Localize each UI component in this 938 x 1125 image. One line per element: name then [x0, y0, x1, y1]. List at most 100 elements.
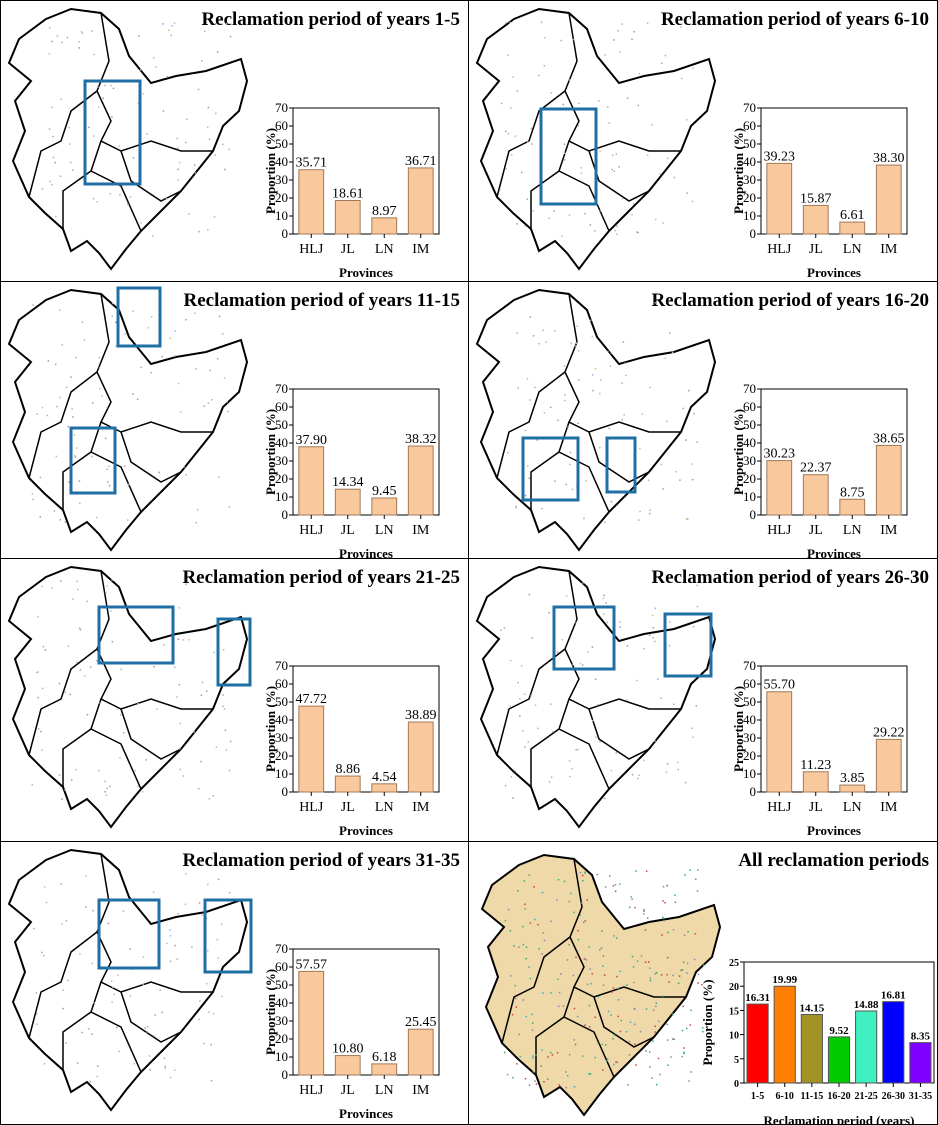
panel-8: All reclamation periods 0 5 10 15 20 25 16.31 1-… [468, 841, 938, 1125]
x-tick-label: 11-15 [800, 1091, 823, 1102]
cropland-pixel [198, 787, 200, 790]
cropland-pixel [177, 638, 180, 640]
cropland-pixel [36, 1023, 38, 1026]
cropland-pixel [524, 429, 527, 432]
x-tick-label: 1-5 [751, 1091, 764, 1102]
cropland-pixel [43, 1063, 46, 1065]
cropland-pixel [67, 979, 69, 982]
cropland-pixel [66, 36, 69, 39]
cropland-pixel [591, 646, 594, 648]
cropland-pixel [652, 1040, 654, 1042]
cropland-pixel [634, 1043, 636, 1045]
cropland-pixel [58, 682, 61, 685]
bar-chart: 0 10 20 30 40 50 60 70 55.70 HLJ 11.23 JL 3.85 LN 29.2… [731, 658, 908, 838]
cropland-pixel [527, 741, 530, 743]
cropland-pixel [525, 946, 528, 949]
cropland-pixel [208, 1011, 210, 1013]
y-tick-label: 20 [743, 748, 756, 763]
map-outline [7, 848, 249, 1112]
cropland-pixel [575, 345, 577, 347]
cropland-pixel [150, 315, 153, 318]
cropland-pixel [91, 455, 93, 458]
cropland-pixel [205, 690, 208, 692]
cropland-pixel [75, 447, 78, 449]
cropland-pixel [666, 157, 669, 160]
data-label: 38.65 [873, 431, 905, 446]
cropland-pixel [614, 890, 617, 893]
cropland-pixel [513, 945, 515, 947]
cropland-pixel [41, 951, 43, 954]
cropland-pixel [638, 774, 640, 777]
cropland-pixel [161, 1011, 163, 1014]
province-boundary [28, 90, 98, 198]
cropland-pixel [137, 102, 139, 105]
cropland-pixel [52, 156, 55, 159]
cropland-pixel [526, 378, 529, 380]
cropland-pixel [504, 1051, 506, 1054]
highlight-box [552, 605, 616, 671]
data-label: 8.35 [911, 1031, 931, 1043]
cropland-pixel [142, 956, 145, 958]
cropland-pixel [524, 494, 527, 497]
cropland-pixel [140, 222, 142, 224]
cropland-pixel [70, 161, 72, 164]
map-outline [7, 565, 249, 829]
cropland-pixel [537, 923, 539, 926]
cropland-pixel [510, 776, 513, 778]
cropland-pixel [88, 126, 90, 128]
cropland-pixel [558, 1084, 560, 1086]
highlight-box [116, 286, 162, 348]
highlight-box [663, 612, 713, 678]
cropland-pixel [194, 172, 197, 174]
cropland-pixel [626, 984, 628, 986]
bar-HLJ [298, 446, 325, 516]
cropland-pixel [76, 580, 78, 583]
cropland-pixel [548, 217, 550, 220]
panel-title: Reclamation period of years 1-5 [201, 9, 460, 30]
cropland-pixel [509, 659, 512, 662]
cropland-pixel [228, 769, 231, 772]
map-outline [480, 853, 722, 1117]
bar-1-5 [746, 1003, 769, 1084]
data-label: 19.99 [772, 974, 797, 986]
cropland-pixel [628, 906, 631, 909]
cropland-pixel [644, 961, 647, 963]
y-tick-label: 40 [743, 154, 756, 169]
cropland-pixel [48, 26, 51, 29]
y-tick-label: 20 [743, 471, 756, 486]
cropland-pixel [52, 135, 54, 138]
cropland-pixel [153, 1035, 155, 1037]
cropland-pixel [220, 923, 223, 926]
x-tick-label: IM [880, 523, 898, 538]
cropland-pixel [625, 374, 627, 377]
bar-HLJ [766, 162, 793, 235]
cropland-pixel [163, 1057, 166, 1060]
cropland-pixel [660, 697, 662, 699]
y-tick-label: 70 [275, 381, 288, 396]
x-tick-label: HLJ [299, 523, 324, 538]
bar-HLJ [298, 970, 325, 1076]
cropland-pixel [109, 193, 112, 195]
province-boundary [558, 170, 610, 232]
cropland-pixel [222, 649, 225, 651]
cropland-pixel [112, 986, 114, 988]
cropland-pixel [662, 222, 664, 224]
cropland-pixel [152, 235, 154, 237]
cropland-pixel [522, 943, 525, 946]
cropland-pixel [500, 629, 502, 631]
cropland-pixel [669, 621, 671, 623]
y-tick-label: 0 [282, 507, 289, 522]
cropland-pixel [109, 610, 112, 612]
cropland-pixel [505, 130, 507, 133]
cropland-pixel [69, 693, 71, 696]
y-tick-label: 0 [734, 1079, 739, 1090]
cropland-pixel [682, 407, 684, 410]
cropland-pixel [657, 1057, 660, 1060]
cropland-pixel [692, 67, 694, 70]
cropland-pixel [196, 509, 199, 511]
cropland-pixel [122, 910, 125, 912]
cropland-pixel [674, 901, 677, 904]
cropland-pixel [531, 637, 533, 639]
cropland-pixel [185, 583, 187, 586]
cropland-pixel [622, 341, 625, 343]
